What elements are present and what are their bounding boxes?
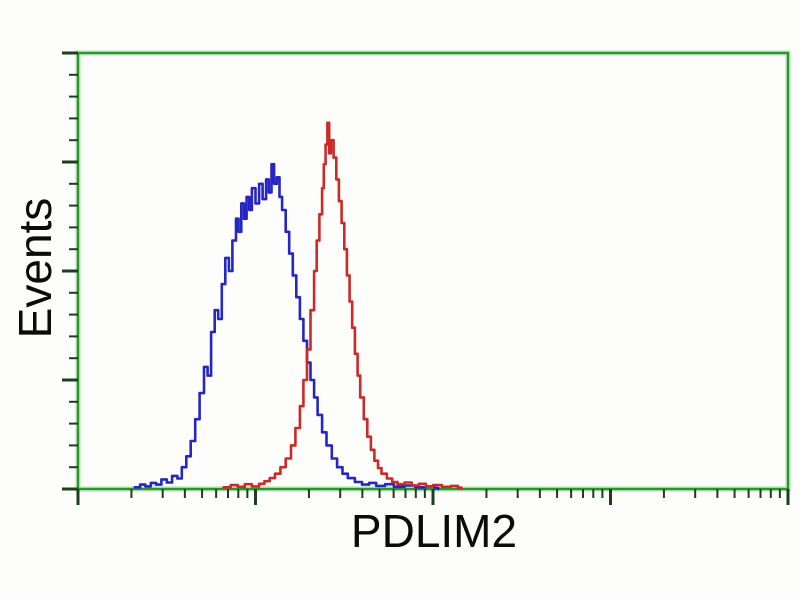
curve-blue bbox=[133, 162, 440, 491]
y-axis-label: Events bbox=[9, 197, 61, 339]
x-axis-ticks bbox=[76, 489, 790, 505]
curve-red bbox=[222, 121, 463, 491]
y-axis-ticks bbox=[62, 51, 78, 491]
plot-frame bbox=[75, 50, 791, 492]
x-axis-label: PDLIM2 bbox=[350, 505, 518, 557]
